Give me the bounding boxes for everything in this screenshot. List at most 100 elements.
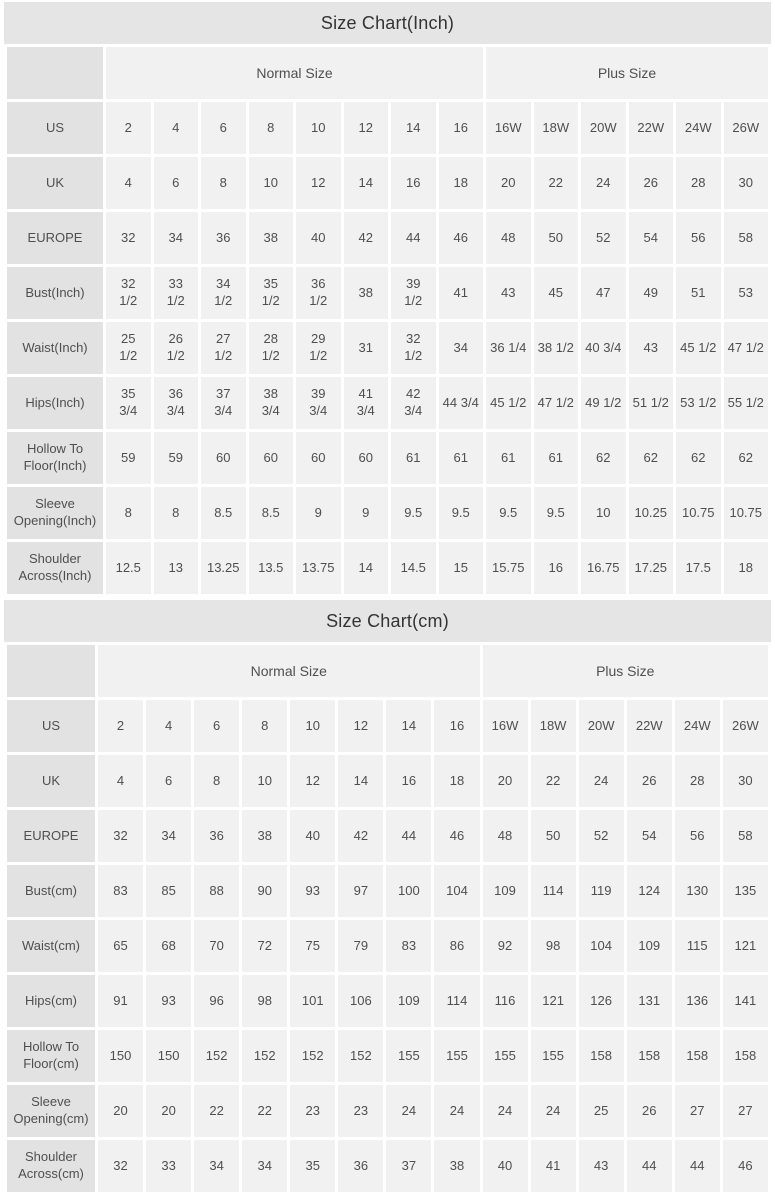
value-cell: 44 [391, 212, 436, 264]
row-label-cell: Hips(Inch) [7, 377, 103, 429]
value-cell: 33 1/2 [153, 267, 198, 319]
value-cell: 9 [343, 487, 388, 539]
value-cell: 152 [290, 1030, 336, 1082]
value-cell: 32 [98, 810, 144, 862]
value-cell: 61 [438, 432, 483, 484]
row-label-cell: Bust(cm) [7, 865, 95, 917]
value-cell: 48 [482, 810, 528, 862]
value-cell: 46 [438, 212, 483, 264]
value-cell: 27 [674, 1085, 720, 1137]
size-chart-cm-section: Size Chart(cm) Normal Size Plus Size US 2 4 6… [0, 598, 775, 1196]
value-cell: 20 [486, 157, 531, 209]
value-cell: 152 [242, 1030, 288, 1082]
value-cell: 93 [146, 975, 192, 1027]
value-cell: 4 [146, 700, 192, 752]
value-cell: 98 [242, 975, 288, 1027]
value-cell: 40 [296, 212, 341, 264]
value-cell: 18 [723, 542, 768, 594]
value-cell: 158 [578, 1030, 624, 1082]
value-cell: 55 1/2 [723, 377, 768, 429]
value-cell: 20 [146, 1085, 192, 1137]
value-cell: 86 [434, 920, 480, 972]
value-cell: 24 [482, 1085, 528, 1137]
value-cell: 10.75 [676, 487, 721, 539]
table-row: US 2 4 6 8 10 12 14 16 16W 18W 20W 22W 24W 26W [7, 102, 768, 154]
value-cell: 18W [530, 700, 576, 752]
value-cell: 32 1/2 [391, 322, 436, 374]
value-cell: 38 [242, 810, 288, 862]
row-label-cell: Shoulder Across(Inch) [7, 542, 103, 594]
size-chart-inch-table: Normal Size Plus Size US 2 4 6 8 10 12 14 16 16W 18W… [4, 44, 771, 597]
value-cell: 45 [533, 267, 578, 319]
value-cell: 35 [290, 1140, 336, 1192]
value-cell: 8 [153, 487, 198, 539]
value-cell: 15.75 [486, 542, 531, 594]
value-cell: 104 [434, 865, 480, 917]
value-cell: 22 [194, 1085, 240, 1137]
value-cell: 8 [248, 102, 293, 154]
value-cell: 60 [201, 432, 246, 484]
value-cell: 18W [533, 102, 578, 154]
value-cell: 39 3/4 [296, 377, 341, 429]
value-cell: 12.5 [106, 542, 151, 594]
value-cell: 16 [391, 157, 436, 209]
value-cell: 124 [626, 865, 672, 917]
value-cell: 70 [194, 920, 240, 972]
value-cell: 34 1/2 [201, 267, 246, 319]
value-cell: 96 [194, 975, 240, 1027]
value-cell: 30 [723, 157, 768, 209]
value-cell: 60 [248, 432, 293, 484]
value-cell: 45 1/2 [486, 377, 531, 429]
value-cell: 41 [438, 267, 483, 319]
value-cell: 158 [626, 1030, 672, 1082]
value-cell: 16.75 [581, 542, 626, 594]
size-group-header-row: Normal Size Plus Size [7, 645, 768, 697]
value-cell: 2 [98, 700, 144, 752]
value-cell: 109 [482, 865, 528, 917]
value-cell: 6 [201, 102, 246, 154]
value-cell: 28 [674, 755, 720, 807]
table-row: EUROPE 32 34 36 38 40 42 44 46 48 50 52 54 56 58 [7, 810, 768, 862]
value-cell: 42 [343, 212, 388, 264]
row-label-cell: Shoulder Across(cm) [7, 1140, 95, 1192]
value-cell: 24W [674, 700, 720, 752]
value-cell: 47 [581, 267, 626, 319]
value-cell: 36 [201, 212, 246, 264]
value-cell: 6 [153, 157, 198, 209]
table-row: UK 4 6 8 10 12 14 16 18 20 22 24 26 28 30 [7, 755, 768, 807]
value-cell: 56 [676, 212, 721, 264]
value-cell: 60 [296, 432, 341, 484]
value-cell: 79 [338, 920, 384, 972]
value-cell: 62 [723, 432, 768, 484]
row-label-cell: Hollow To Floor(Inch) [7, 432, 103, 484]
value-cell: 58 [723, 212, 768, 264]
value-cell: 24 [386, 1085, 432, 1137]
value-cell: 24 [581, 157, 626, 209]
value-cell: 35 3/4 [106, 377, 151, 429]
value-cell: 135 [722, 865, 768, 917]
value-cell: 28 1/2 [248, 322, 293, 374]
value-cell: 130 [674, 865, 720, 917]
value-cell: 98 [530, 920, 576, 972]
value-cell: 109 [386, 975, 432, 1027]
table-row: Hips(Inch) 35 3/4 36 3/4 37 3/4 38 3/4 39 3/4… [7, 377, 768, 429]
value-cell: 27 1/2 [201, 322, 246, 374]
value-cell: 36 1/4 [486, 322, 531, 374]
value-cell: 16 [438, 102, 483, 154]
value-cell: 8 [194, 755, 240, 807]
value-cell: 152 [194, 1030, 240, 1082]
value-cell: 17.25 [628, 542, 673, 594]
value-cell: 36 3/4 [153, 377, 198, 429]
size-group-header-row: Normal Size Plus Size [7, 47, 768, 99]
value-cell: 36 [338, 1140, 384, 1192]
value-cell: 8.5 [248, 487, 293, 539]
table-row: Shoulder Across(cm) 32 33 34 34 35 36 37 38 40 41 4… [7, 1140, 768, 1192]
value-cell: 14 [386, 700, 432, 752]
row-label-cell: Hips(cm) [7, 975, 95, 1027]
value-cell: 26 1/2 [153, 322, 198, 374]
value-cell: 22 [530, 755, 576, 807]
value-cell: 42 3/4 [391, 377, 436, 429]
row-label-cell: Waist(cm) [7, 920, 95, 972]
value-cell: 4 [153, 102, 198, 154]
value-cell: 131 [626, 975, 672, 1027]
